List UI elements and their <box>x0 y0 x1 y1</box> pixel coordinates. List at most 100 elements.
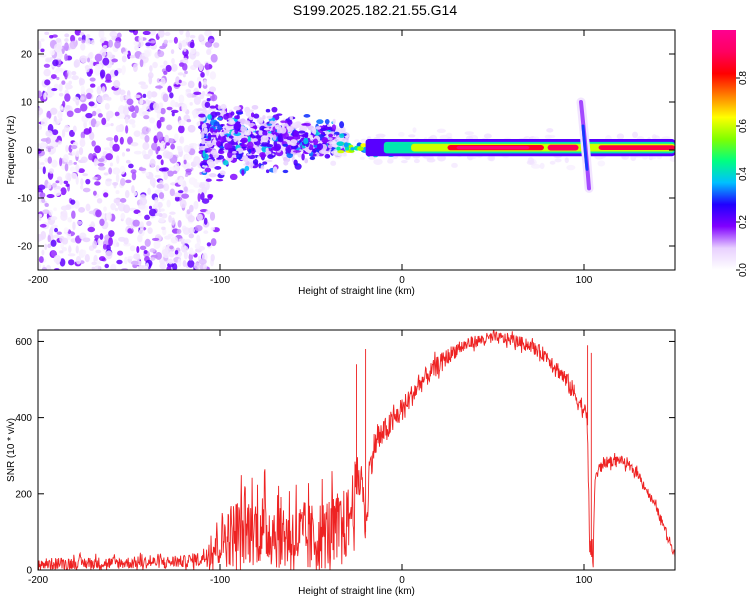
noise-blob <box>68 245 72 254</box>
noise-blob <box>131 185 135 194</box>
transition-blob <box>215 178 224 182</box>
noise-blob <box>60 205 69 211</box>
noise-blob <box>194 243 201 250</box>
transition-blob <box>265 169 270 174</box>
noise-blob <box>113 134 119 143</box>
transition-blob <box>204 101 211 108</box>
transition-blob <box>223 149 229 153</box>
noise-blob <box>172 170 178 175</box>
noise-blob <box>46 110 52 120</box>
noise-blob <box>99 38 105 44</box>
noise-blob <box>50 92 55 96</box>
noise-blob <box>158 217 165 223</box>
noise-blob <box>150 40 156 44</box>
noise-blob <box>165 151 174 160</box>
noise-blob <box>160 159 164 166</box>
noise-blob <box>164 31 171 36</box>
noise-blob <box>145 42 152 47</box>
noise-blob <box>117 250 124 256</box>
noise-blob <box>137 212 142 217</box>
carrier-start-blob <box>336 141 345 147</box>
noise-blob <box>64 33 70 38</box>
noise-blob <box>205 89 210 93</box>
transition-blob <box>297 152 302 158</box>
noise-blob <box>183 159 187 165</box>
noise-blob <box>181 103 188 113</box>
noise-blob <box>149 248 156 253</box>
noise-blob <box>67 173 72 182</box>
transition-blob <box>327 124 331 127</box>
noise-blob <box>114 207 119 212</box>
noise-blob <box>143 114 150 120</box>
noise-blob <box>63 180 69 185</box>
noise-blob <box>159 116 164 123</box>
noise-blob <box>89 83 96 88</box>
noise-blob <box>51 159 58 168</box>
halo-blob <box>632 131 639 139</box>
noise-blob <box>115 125 123 133</box>
noise-blob <box>65 145 69 153</box>
noise-blob <box>70 34 76 43</box>
noise-blob <box>42 166 46 175</box>
noise-blob <box>179 136 185 144</box>
noise-blob <box>114 111 120 117</box>
noise-blob <box>38 161 41 169</box>
transition-blob <box>298 130 306 134</box>
transition-blob <box>223 129 231 133</box>
noise-blob <box>125 159 131 164</box>
halo-blob <box>531 164 541 169</box>
noise-blob <box>138 263 143 270</box>
transition-blob <box>304 158 309 164</box>
noise-blob <box>114 40 121 49</box>
noise-blob <box>54 70 60 74</box>
transition-blob <box>207 132 212 141</box>
transition-blob <box>200 131 205 139</box>
noise-blob <box>41 249 45 256</box>
noise-blob <box>102 57 110 66</box>
noise-blob <box>85 88 94 95</box>
noise-blob <box>160 140 166 150</box>
noise-blob <box>98 30 105 39</box>
noise-blob <box>183 144 191 153</box>
noise-blob <box>138 55 147 60</box>
noise-blob <box>78 78 85 86</box>
noise-blob <box>115 199 120 206</box>
transition-blob <box>216 117 223 121</box>
transition-blob <box>210 149 218 156</box>
noise-blob <box>150 257 156 261</box>
noise-blob <box>65 82 71 90</box>
noise-blob <box>158 192 165 199</box>
noise-blob <box>188 204 194 213</box>
transition-blob <box>214 121 220 127</box>
transition-blob <box>267 131 272 134</box>
noise-blob <box>56 176 63 181</box>
noise-blob <box>124 256 128 265</box>
noise-blob <box>83 120 87 129</box>
noise-blob <box>41 267 47 270</box>
noise-blob <box>139 197 148 206</box>
noise-blob <box>62 154 69 163</box>
transition-blob <box>234 115 239 120</box>
noise-blob <box>89 131 95 141</box>
noise-blob <box>76 220 83 225</box>
halo-blob <box>327 137 333 141</box>
transition-blob <box>256 148 262 155</box>
noise-blob <box>203 263 207 270</box>
noise-blob <box>64 93 71 102</box>
noise-blob <box>39 192 46 198</box>
transition-blob <box>289 126 295 131</box>
noise-blob <box>89 77 96 82</box>
transition-blob <box>234 128 239 135</box>
noise-blob <box>87 226 96 233</box>
halo-blob <box>373 158 383 165</box>
carrier-start-blob <box>357 146 364 152</box>
noise-blob <box>119 94 124 102</box>
noise-blob <box>90 39 95 46</box>
transition-blob <box>293 150 301 153</box>
halo-blob <box>539 162 545 170</box>
noise-blob <box>138 167 147 171</box>
noise-blob <box>177 145 183 153</box>
noise-blob <box>43 117 50 121</box>
noise-blob <box>64 42 69 52</box>
